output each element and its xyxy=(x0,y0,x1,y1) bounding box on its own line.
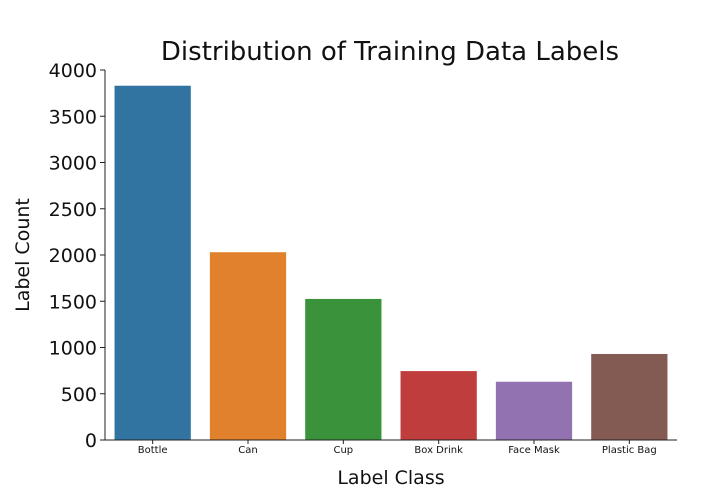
bar-face-mask xyxy=(495,381,573,440)
x-axis-label: Label Class xyxy=(337,467,444,489)
x-tick-label: Bottle xyxy=(138,445,168,456)
x-tick-label: Face Mask xyxy=(508,445,560,456)
bar-plastic-bag xyxy=(591,353,668,440)
y-tick-label: 3500 xyxy=(49,106,97,128)
y-tick-label: 1500 xyxy=(49,291,97,313)
y-tick-label: 2000 xyxy=(49,245,97,267)
y-tick-label: 0 xyxy=(85,430,97,452)
y-tick-label: 3000 xyxy=(49,153,97,175)
y-axis-label: Label Count xyxy=(12,198,34,312)
bar-box-drink xyxy=(400,371,477,440)
y-axis-ticks: 0 500 1000 1500 2000 2500 3000 3500 4000 xyxy=(49,60,105,452)
bars-group xyxy=(114,85,668,440)
x-tick-label: Can xyxy=(238,445,257,456)
bar-can xyxy=(209,252,287,440)
bar-cup xyxy=(305,298,382,440)
y-tick-label: 4000 xyxy=(49,60,97,82)
x-tick-label: Cup xyxy=(333,445,353,456)
bar-bottle xyxy=(114,85,191,440)
y-tick-label: 2500 xyxy=(49,199,97,221)
y-tick-label: 1000 xyxy=(49,338,97,360)
chart-title: Distribution of Training Data Labels xyxy=(161,37,619,67)
y-tick-label: 500 xyxy=(61,384,97,406)
x-tick-label: Plastic Bag xyxy=(602,445,657,456)
x-axis-ticks: Bottle Can Cup Box Drink Face Mask Plastic Ba… xyxy=(138,440,657,456)
x-tick-label: Box Drink xyxy=(414,445,463,456)
